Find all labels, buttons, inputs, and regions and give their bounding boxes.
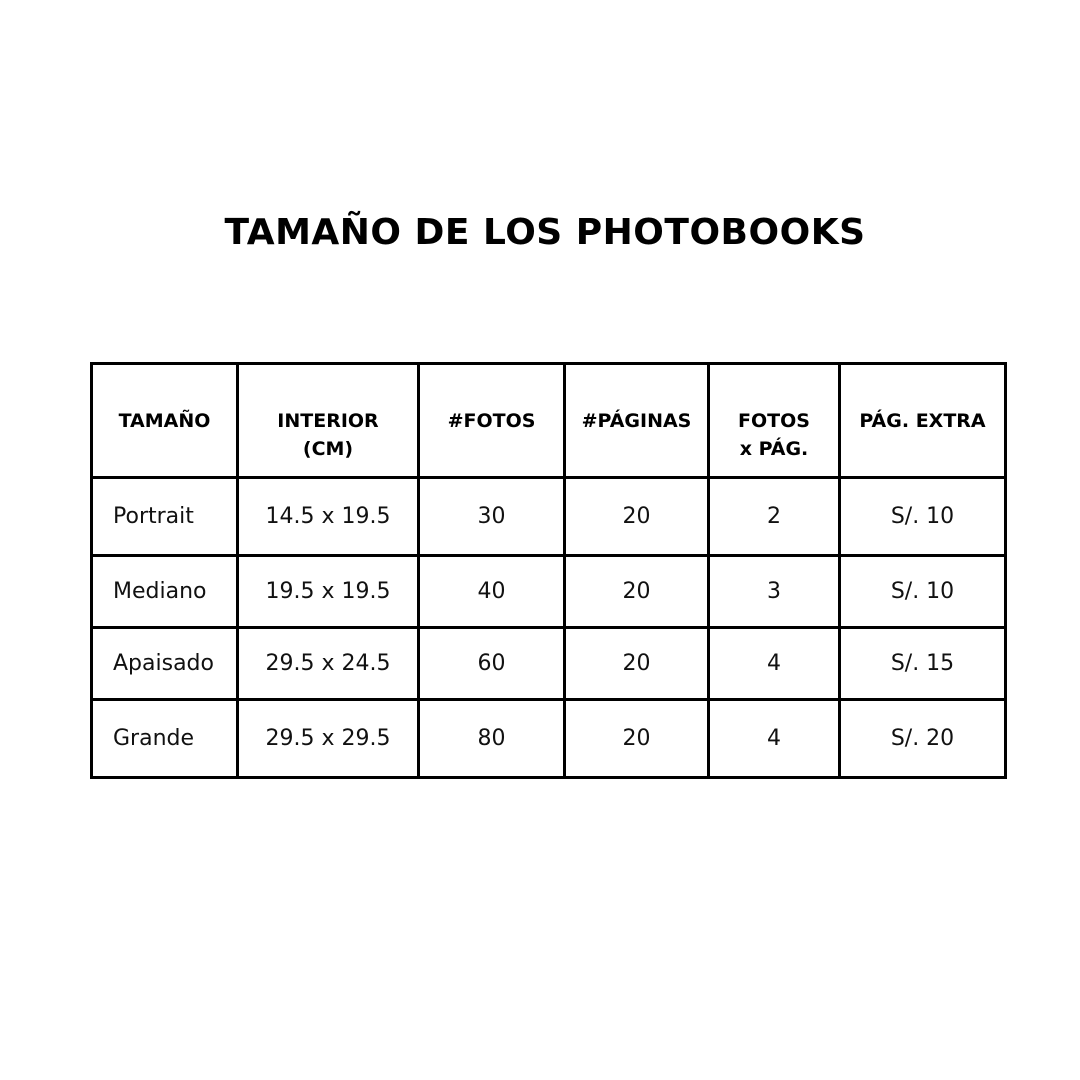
table-row: Portrait 14.5 x 19.5 30 20 2 S/. 10 [90, 476, 1007, 557]
header-pag-extra: PÁG. EXTRA [838, 362, 1007, 479]
cell-size-name: Apaisado [90, 626, 239, 701]
page-title: TAMAÑO DE LOS PHOTOBOOKS [224, 212, 866, 253]
cell-extra-page-price: S/. 20 [838, 698, 1007, 779]
header-label: #PÁGINAS [581, 410, 692, 432]
table-header-row: TAMAÑO INTERIOR (CM) #FOTOS #PÁGINAS FOTO… [90, 362, 1007, 479]
cell-page-count: 20 [563, 626, 710, 701]
header-label: #FOTOS [447, 410, 536, 432]
cell-size-name: Grande [90, 698, 239, 779]
cell-photos-per-page: 4 [707, 698, 841, 779]
cell-page-count: 20 [563, 554, 710, 629]
header-label: TAMAÑO [118, 410, 211, 432]
cell-photo-count: 30 [417, 476, 566, 557]
table-row: Apaisado 29.5 x 24.5 60 20 4 S/. 15 [90, 626, 1007, 701]
cell-interior-cm: 19.5 x 19.5 [236, 554, 420, 629]
header-fotos-x-pag: FOTOS x PÁG. [707, 362, 841, 479]
cell-photo-count: 60 [417, 626, 566, 701]
cell-photos-per-page: 4 [707, 626, 841, 701]
cell-page-count: 20 [563, 698, 710, 779]
header-label: (CM) [302, 438, 354, 460]
header-paginas: #PÁGINAS [563, 362, 710, 479]
header-label: FOTOS [738, 410, 810, 432]
cell-interior-cm: 29.5 x 29.5 [236, 698, 420, 779]
cell-size-name: Mediano [90, 554, 239, 629]
cell-interior-cm: 14.5 x 19.5 [236, 476, 420, 557]
header-label: PÁG. EXTRA [859, 410, 986, 432]
cell-photo-count: 40 [417, 554, 566, 629]
cell-extra-page-price: S/. 10 [838, 554, 1007, 629]
header-fotos: #FOTOS [417, 362, 566, 479]
table-row: Grande 29.5 x 29.5 80 20 4 S/. 20 [90, 698, 1007, 779]
cell-extra-page-price: S/. 15 [838, 626, 1007, 701]
header-label: INTERIOR [277, 410, 379, 432]
photobook-size-table: TAMAÑO INTERIOR (CM) #FOTOS #PÁGINAS FOTO… [90, 362, 1007, 779]
header-tamano: TAMAÑO [90, 362, 239, 479]
cell-photo-count: 80 [417, 698, 566, 779]
cell-extra-page-price: S/. 10 [838, 476, 1007, 557]
cell-size-name: Portrait [90, 476, 239, 557]
cell-photos-per-page: 3 [707, 554, 841, 629]
table-row: Mediano 19.5 x 19.5 40 20 3 S/. 10 [90, 554, 1007, 629]
cell-interior-cm: 29.5 x 24.5 [236, 626, 420, 701]
cell-page-count: 20 [563, 476, 710, 557]
header-interior: INTERIOR (CM) [236, 362, 420, 479]
cell-photos-per-page: 2 [707, 476, 841, 557]
header-label: x PÁG. [739, 438, 809, 460]
